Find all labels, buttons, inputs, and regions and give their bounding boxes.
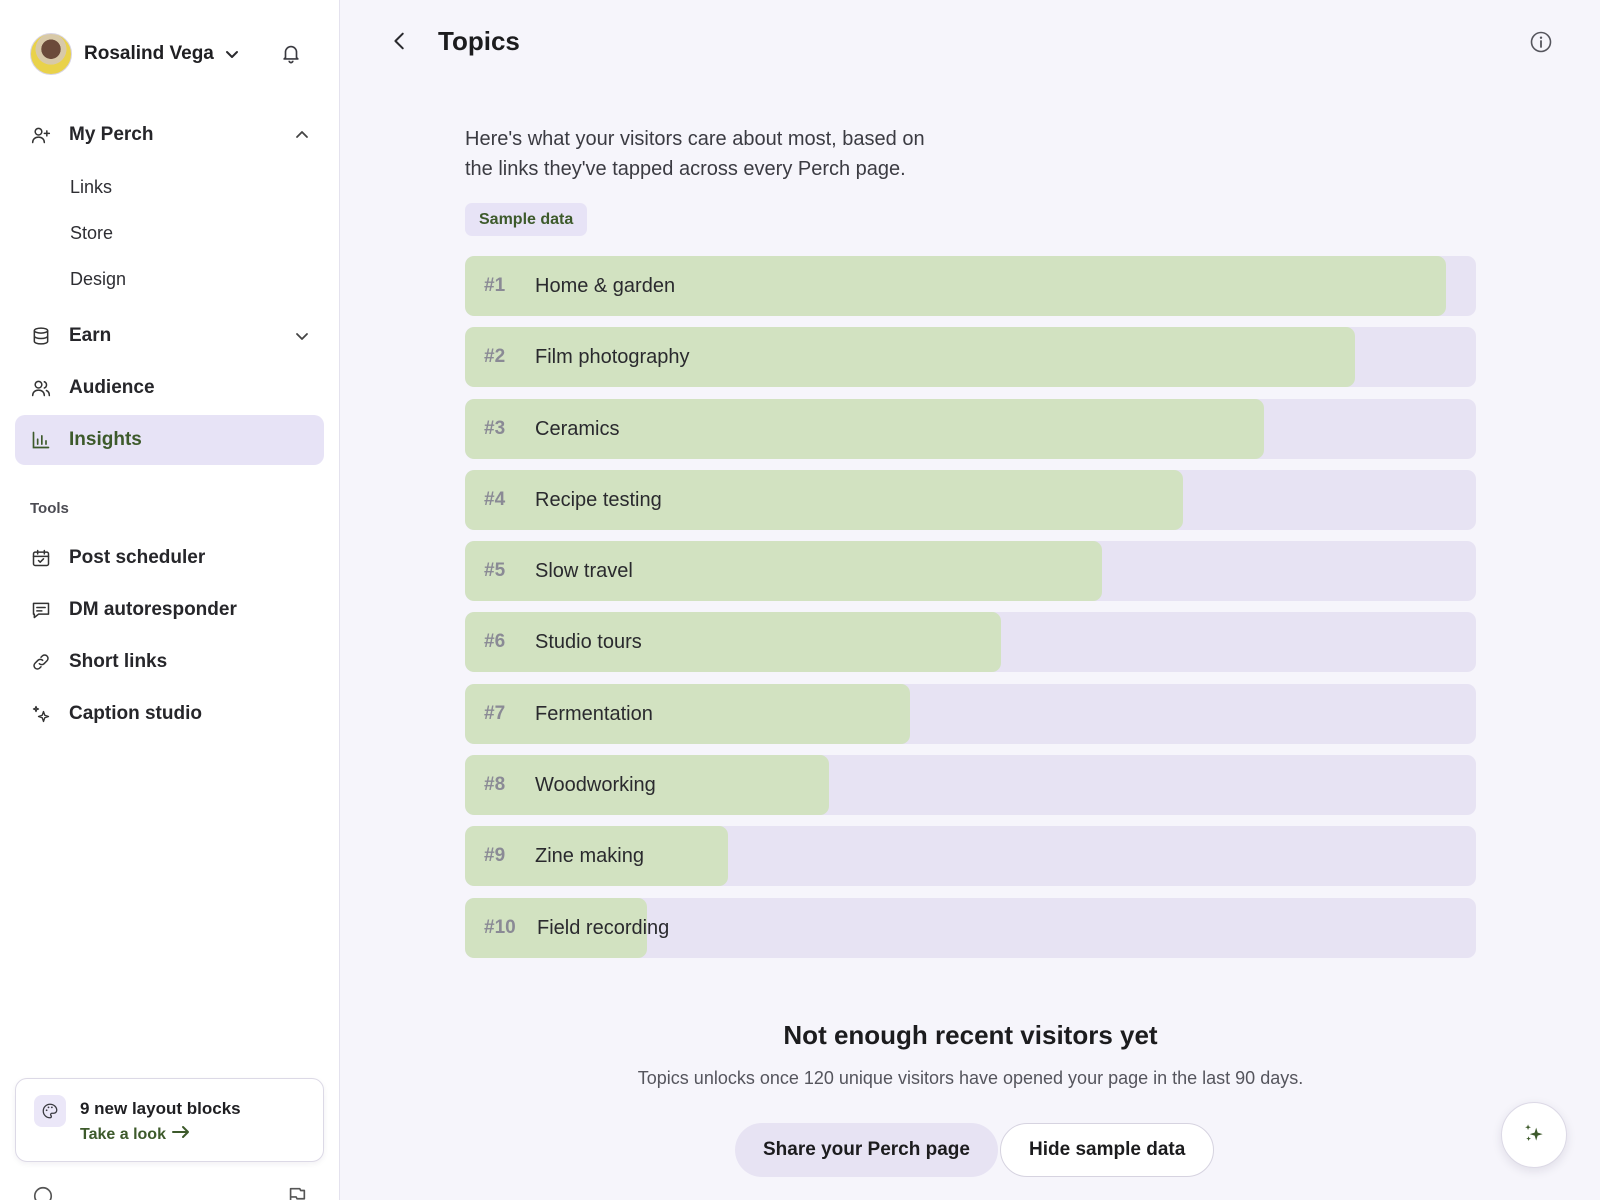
sub-nav-links[interactable]: Links [70, 177, 113, 197]
users-icon [31, 378, 51, 398]
topic-row[interactable]: #2 Film photography [465, 327, 1476, 388]
topic-bar-fill [465, 469, 1183, 530]
topic-rank: #9 [484, 845, 506, 867]
topic-bar-fill [465, 683, 910, 744]
page-title: Topics [438, 26, 520, 56]
topic-row[interactable]: #5 Slow travel [465, 541, 1476, 602]
database-icon [31, 326, 51, 346]
topic-rank: #10 [484, 916, 516, 938]
promo-link-label: Take a look [80, 1125, 166, 1143]
share-page-button[interactable]: Share your Perch page [735, 1123, 998, 1177]
nav-earn[interactable]: Earn [15, 311, 324, 361]
nav-dm-autoresponder[interactable]: DM autoresponder [15, 585, 324, 635]
topic-name: Film photography [535, 346, 690, 369]
topic-rank: #3 [484, 417, 506, 439]
nav-label: Earn [69, 325, 112, 346]
topic-bar-fill [465, 256, 1446, 316]
chevron-down-icon [294, 328, 310, 349]
topic-row[interactable]: #9 Zine making [465, 826, 1476, 887]
profile-switcher[interactable]: Rosalind Vega [30, 33, 240, 75]
promo-title: 9 new layout blocks [80, 1099, 241, 1118]
topic-rank: #4 [484, 488, 506, 510]
topic-bar-fill [465, 541, 1102, 602]
avatar [30, 33, 72, 75]
sidebar: Rosalind Vega My Perch Links Store Desig… [0, 0, 340, 1200]
sample-data-badge: Sample data [465, 203, 588, 236]
user-plus-icon [31, 125, 51, 145]
chevron-down-icon [224, 46, 240, 62]
tools-section-label: Tools [30, 500, 69, 517]
topic-row[interactable]: #10 Field recording [465, 897, 1476, 958]
topic-bar-fill [465, 897, 647, 958]
bell-icon[interactable] [280, 42, 302, 69]
topic-rank: #1 [484, 275, 506, 296]
bar-chart-icon [31, 430, 51, 450]
topic-row[interactable]: #8 Woodworking [465, 755, 1476, 816]
topic-bar-fill [465, 612, 1001, 673]
ai-assistant-button[interactable] [1501, 1102, 1567, 1168]
nav-audience[interactable]: Audience [15, 363, 324, 413]
arrow-right-icon [171, 1125, 190, 1144]
topic-rank: #5 [484, 560, 506, 582]
topic-row[interactable]: #4 Recipe testing [465, 469, 1476, 530]
topic-rank: #7 [484, 702, 506, 724]
topic-name: Field recording [537, 916, 670, 939]
topic-name: Ceramics [535, 417, 620, 440]
nav-label: Short links [69, 651, 168, 672]
sub-nav-store[interactable]: Store [70, 223, 114, 243]
promo-card[interactable]: 9 new layout blocks Take a look [15, 1078, 324, 1162]
link-icon [31, 652, 51, 672]
empty-state-title: Not enough recent visitors yet [783, 1020, 1158, 1050]
nav-my-perch[interactable]: My Perch [15, 110, 324, 160]
topic-bar-fill [465, 327, 1355, 388]
nav-label: DM autoresponder [69, 599, 237, 620]
topic-name: Studio tours [535, 631, 642, 654]
topic-rank: #6 [484, 631, 506, 653]
topic-name: Fermentation [535, 702, 653, 725]
sub-nav-design[interactable]: Design [70, 269, 127, 289]
sparkles-icon [1521, 1120, 1547, 1151]
topic-row[interactable]: #6 Studio tours [465, 612, 1476, 673]
topic-name: Recipe testing [535, 488, 662, 511]
nav-caption-studio[interactable]: Caption studio [15, 689, 324, 739]
topic-bar-fill [465, 755, 829, 816]
help-icon[interactable] [32, 1185, 54, 1200]
topic-rank: #2 [484, 346, 506, 368]
topic-row[interactable]: #3 Ceramics [465, 398, 1476, 459]
main-content: Topics Here's what your visitors care ab… [341, 0, 1600, 1200]
nav-insights[interactable]: Insights [15, 415, 324, 465]
page-description: Here's what your visitors care about mos… [465, 128, 925, 180]
topic-rank: #8 [484, 774, 506, 796]
message-icon [31, 600, 51, 620]
flag-icon[interactable] [286, 1185, 308, 1200]
sparkles-icon [31, 704, 51, 724]
promo-link[interactable]: Take a look [80, 1125, 190, 1144]
nav-post-scheduler[interactable]: Post scheduler [15, 533, 324, 583]
calendar-check-icon [31, 548, 51, 568]
info-icon[interactable] [1529, 30, 1553, 59]
empty-state-text: Topics unlocks once 120 unique visitors … [637, 1068, 1304, 1088]
palette-icon [34, 1095, 66, 1127]
chevron-up-icon [294, 127, 310, 148]
nav-label: Caption studio [69, 703, 202, 724]
back-arrow-icon[interactable] [389, 30, 411, 57]
topic-row[interactable]: #7 Fermentation [465, 683, 1476, 744]
topic-bar-fill [465, 398, 1264, 459]
topic-name: Zine making [535, 845, 644, 868]
hide-sample-data-button[interactable]: Hide sample data [1000, 1123, 1215, 1177]
topic-bar-fill [465, 826, 728, 887]
topic-name: Home & garden [535, 275, 676, 297]
topic-name: Slow travel [535, 560, 633, 583]
topic-row[interactable]: #1 Home & garden [465, 256, 1476, 316]
nav-label: My Perch [69, 124, 154, 145]
topics-list: #1 Home & garden #2 Film photography #3 Ceram… [465, 256, 1476, 969]
topic-name: Woodworking [535, 774, 656, 797]
nav-label: Insights [69, 429, 142, 450]
nav-label: Audience [69, 377, 155, 398]
nav-short-links[interactable]: Short links [15, 637, 324, 687]
nav-label: Post scheduler [69, 547, 206, 568]
profile-name: Rosalind Vega [84, 43, 214, 64]
